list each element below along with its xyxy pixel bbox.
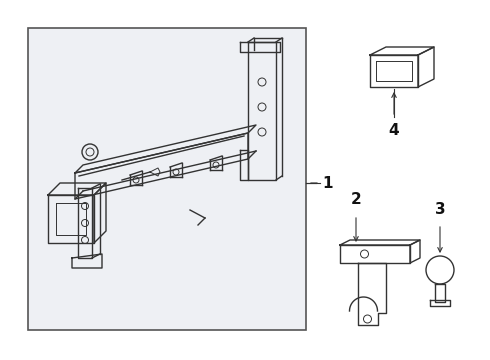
Text: 4: 4 bbox=[389, 123, 399, 138]
Bar bbox=[28, 28, 306, 330]
Text: 2: 2 bbox=[351, 192, 362, 207]
Text: 1: 1 bbox=[322, 175, 333, 190]
Text: 3: 3 bbox=[435, 202, 445, 217]
